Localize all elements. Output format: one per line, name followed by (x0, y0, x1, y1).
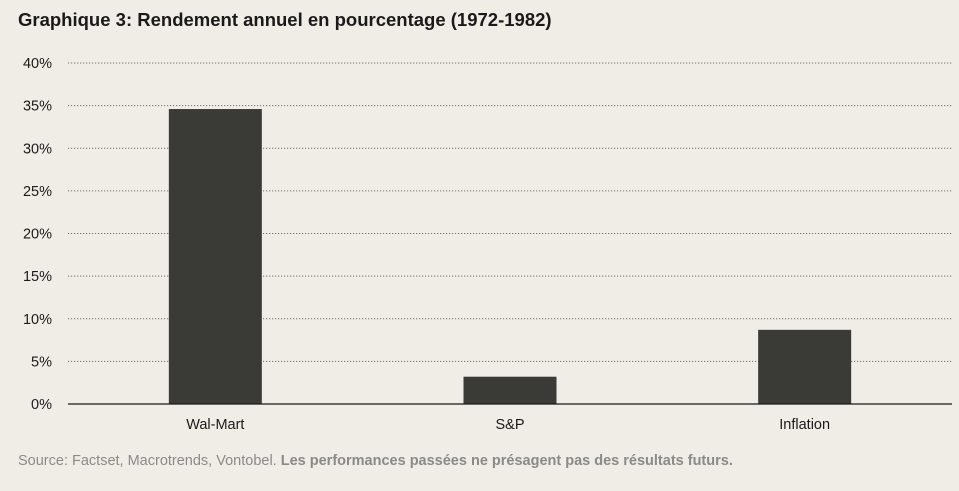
source-prefix: Source: Factset, Macrotrends, Vontobel. (18, 453, 277, 469)
y-tick-label: 5% (31, 354, 52, 370)
bars (168, 109, 852, 404)
chart-title: Graphique 3: Rendement annuel en pourcen… (18, 9, 552, 30)
y-tick-label: 35% (23, 99, 52, 115)
y-tick-label: 40% (23, 56, 52, 72)
x-axis-ticks: Wal-Mart S&P Inflation (186, 417, 830, 433)
y-tick-label: 20% (23, 227, 52, 243)
bar-s-p (463, 376, 557, 404)
source-disclaimer: Les performances passées ne présagent pa… (280, 453, 733, 469)
y-tick-label: 30% (23, 141, 52, 157)
y-tick-label: 0% (31, 397, 52, 413)
y-tick-label: 10% (23, 312, 52, 328)
source-note: Source: Factset, Macrotrends, Vontobel. … (18, 453, 733, 469)
x-tick-label: S&P (495, 417, 524, 433)
bar-inflation (758, 329, 852, 404)
x-tick-label: Wal-Mart (186, 417, 244, 433)
y-tick-label: 15% (23, 269, 52, 285)
y-axis-ticks: 0% 5% 10% 15% 20% 25% 30% 35% 40% (23, 56, 52, 413)
bar-wal-mart (168, 109, 262, 404)
y-tick-label: 25% (23, 184, 52, 200)
x-tick-label: Inflation (779, 417, 830, 433)
